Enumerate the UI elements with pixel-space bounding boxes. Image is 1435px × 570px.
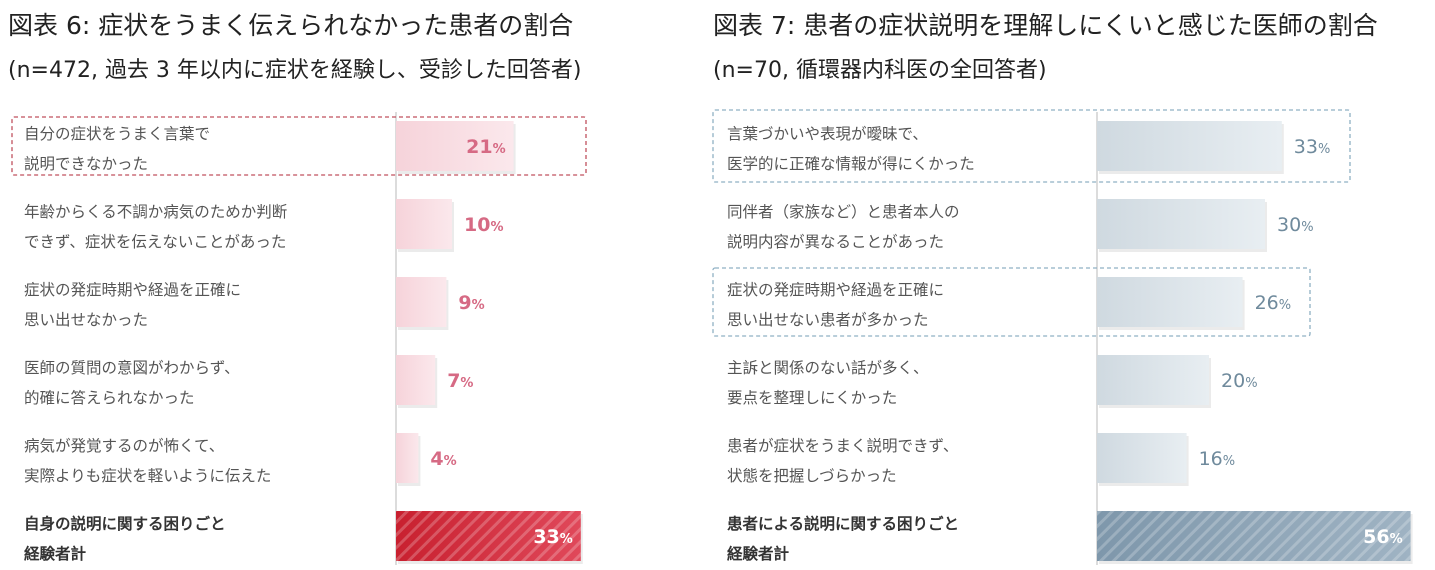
category-label: 思い出せなかった bbox=[24, 311, 148, 329]
bar bbox=[1097, 355, 1209, 405]
bar bbox=[1097, 433, 1187, 483]
bar bbox=[396, 355, 436, 405]
value-label: 7% bbox=[447, 370, 473, 392]
value-label: 20% bbox=[1221, 370, 1258, 392]
value-unit: % bbox=[1318, 142, 1330, 157]
category-label: 説明内容が異なることがあった bbox=[727, 233, 944, 251]
value-unit: % bbox=[560, 532, 573, 547]
bar bbox=[396, 277, 447, 327]
value-number: 4 bbox=[430, 448, 443, 470]
value-unit: % bbox=[444, 454, 457, 469]
category-label: 実際よりも症状を軽いように伝えた bbox=[24, 467, 271, 485]
value-label: 16% bbox=[1199, 448, 1236, 470]
value-number: 30 bbox=[1277, 214, 1301, 236]
bar bbox=[396, 121, 514, 171]
value-label: 56% bbox=[1363, 526, 1402, 548]
value-unit: % bbox=[493, 142, 506, 157]
category-label: 経験者計 bbox=[727, 544, 790, 563]
value-unit: % bbox=[490, 220, 503, 235]
category-label: 思い出せない患者が多かった bbox=[727, 311, 929, 329]
value-label: 10% bbox=[464, 214, 503, 236]
category-label: 言葉づかいや表現が曖昧で、 bbox=[727, 125, 928, 143]
chart-subtitle: (n=70, 循環器内科医の全回答者) bbox=[713, 58, 1047, 83]
highlight-box bbox=[712, 267, 1311, 337]
value-unit: % bbox=[1245, 376, 1257, 391]
bar bbox=[396, 433, 419, 483]
bar-stripes bbox=[1097, 511, 1411, 561]
category-label: 患者が症状をうまく説明できず、 bbox=[727, 437, 958, 455]
value-label: 9% bbox=[458, 292, 484, 314]
value-number: 16 bbox=[1199, 448, 1223, 470]
chart-title: 図表 7: 患者の症状説明を理解しにくいと感じた医師の割合 bbox=[713, 11, 1378, 40]
value-unit: % bbox=[1279, 298, 1291, 313]
value-unit: % bbox=[1223, 454, 1235, 469]
value-label: 26% bbox=[1255, 292, 1292, 314]
value-number: 33 bbox=[533, 526, 559, 548]
value-label: 33% bbox=[1294, 136, 1331, 158]
category-label: 主訴と関係のない話が多く、 bbox=[727, 359, 929, 377]
category-label: 同伴者（家族など）と患者本人の bbox=[727, 203, 960, 221]
value-label: 4% bbox=[430, 448, 456, 470]
category-label: 自身の説明に関する困りごと bbox=[24, 514, 226, 533]
chart-panel-fig7: 33% 言葉づかいや表現が曖昧で、医学的に正確な情報が得にくかった 30% 同伴者（家… bbox=[705, 0, 1435, 570]
category-label: できず、症状を伝えないことがあった bbox=[24, 233, 286, 251]
chart-title: 図表 6: 症状をうまく伝えられなかった患者の割合 bbox=[8, 11, 574, 40]
category-label: 説明できなかった bbox=[24, 155, 148, 173]
category-label: 患者による説明に関する困りごと bbox=[727, 514, 959, 533]
category-label: 医師の質問の意図がわからず、 bbox=[24, 358, 240, 377]
value-number: 33 bbox=[1294, 136, 1318, 158]
bar-stripes bbox=[396, 511, 581, 561]
value-unit: % bbox=[472, 298, 485, 313]
value-label: 33% bbox=[533, 526, 572, 548]
value-unit: % bbox=[1390, 532, 1403, 547]
bar-chart-fig7: 33% 言葉づかいや表現が曖昧で、医学的に正確な情報が得にくかった 30% 同伴者（家… bbox=[712, 109, 1413, 565]
highlight-box bbox=[712, 109, 1351, 183]
category-label: 症状の発症時期や経過を正確に bbox=[24, 281, 241, 299]
value-label: 30% bbox=[1277, 214, 1314, 236]
bar bbox=[396, 199, 452, 249]
category-label: 要点を整理しにくかった bbox=[727, 389, 897, 407]
bar bbox=[1097, 277, 1243, 327]
value-unit: % bbox=[1301, 220, 1313, 235]
category-label: 的確に答えられなかった bbox=[24, 389, 195, 407]
bar bbox=[1097, 121, 1282, 171]
value-number: 21 bbox=[466, 136, 492, 158]
value-number: 26 bbox=[1255, 292, 1279, 314]
value-number: 7 bbox=[447, 370, 460, 392]
chart-panel-fig6: 21% 自分の症状をうまく言葉で 説明できなかった 10% 年齢からくる不調か病気のため… bbox=[0, 0, 700, 570]
bar bbox=[1097, 199, 1265, 249]
chart-subtitle: (n=472, 過去 3 年以内に症状を経験し、受診した回答者) bbox=[8, 58, 582, 83]
value-number: 10 bbox=[464, 214, 490, 236]
value-label: 21% bbox=[466, 136, 505, 158]
value-unit: % bbox=[460, 376, 473, 391]
value-number: 56 bbox=[1363, 526, 1389, 548]
category-label: 症状の発症時期や経過を正確に bbox=[727, 281, 944, 299]
category-label: 経験者計 bbox=[24, 544, 87, 563]
category-label: 自分の症状をうまく言葉で bbox=[24, 125, 210, 143]
value-number: 20 bbox=[1221, 370, 1245, 392]
category-label: 病気が発覚するのが怖くて、 bbox=[24, 437, 224, 455]
category-label: 医学的に正確な情報が得にくかった bbox=[727, 155, 975, 173]
value-number: 9 bbox=[458, 292, 471, 314]
category-label: 状態を把握しづらかった bbox=[727, 467, 897, 485]
category-label: 年齢からくる不調か病気のためか判断 bbox=[24, 203, 287, 221]
